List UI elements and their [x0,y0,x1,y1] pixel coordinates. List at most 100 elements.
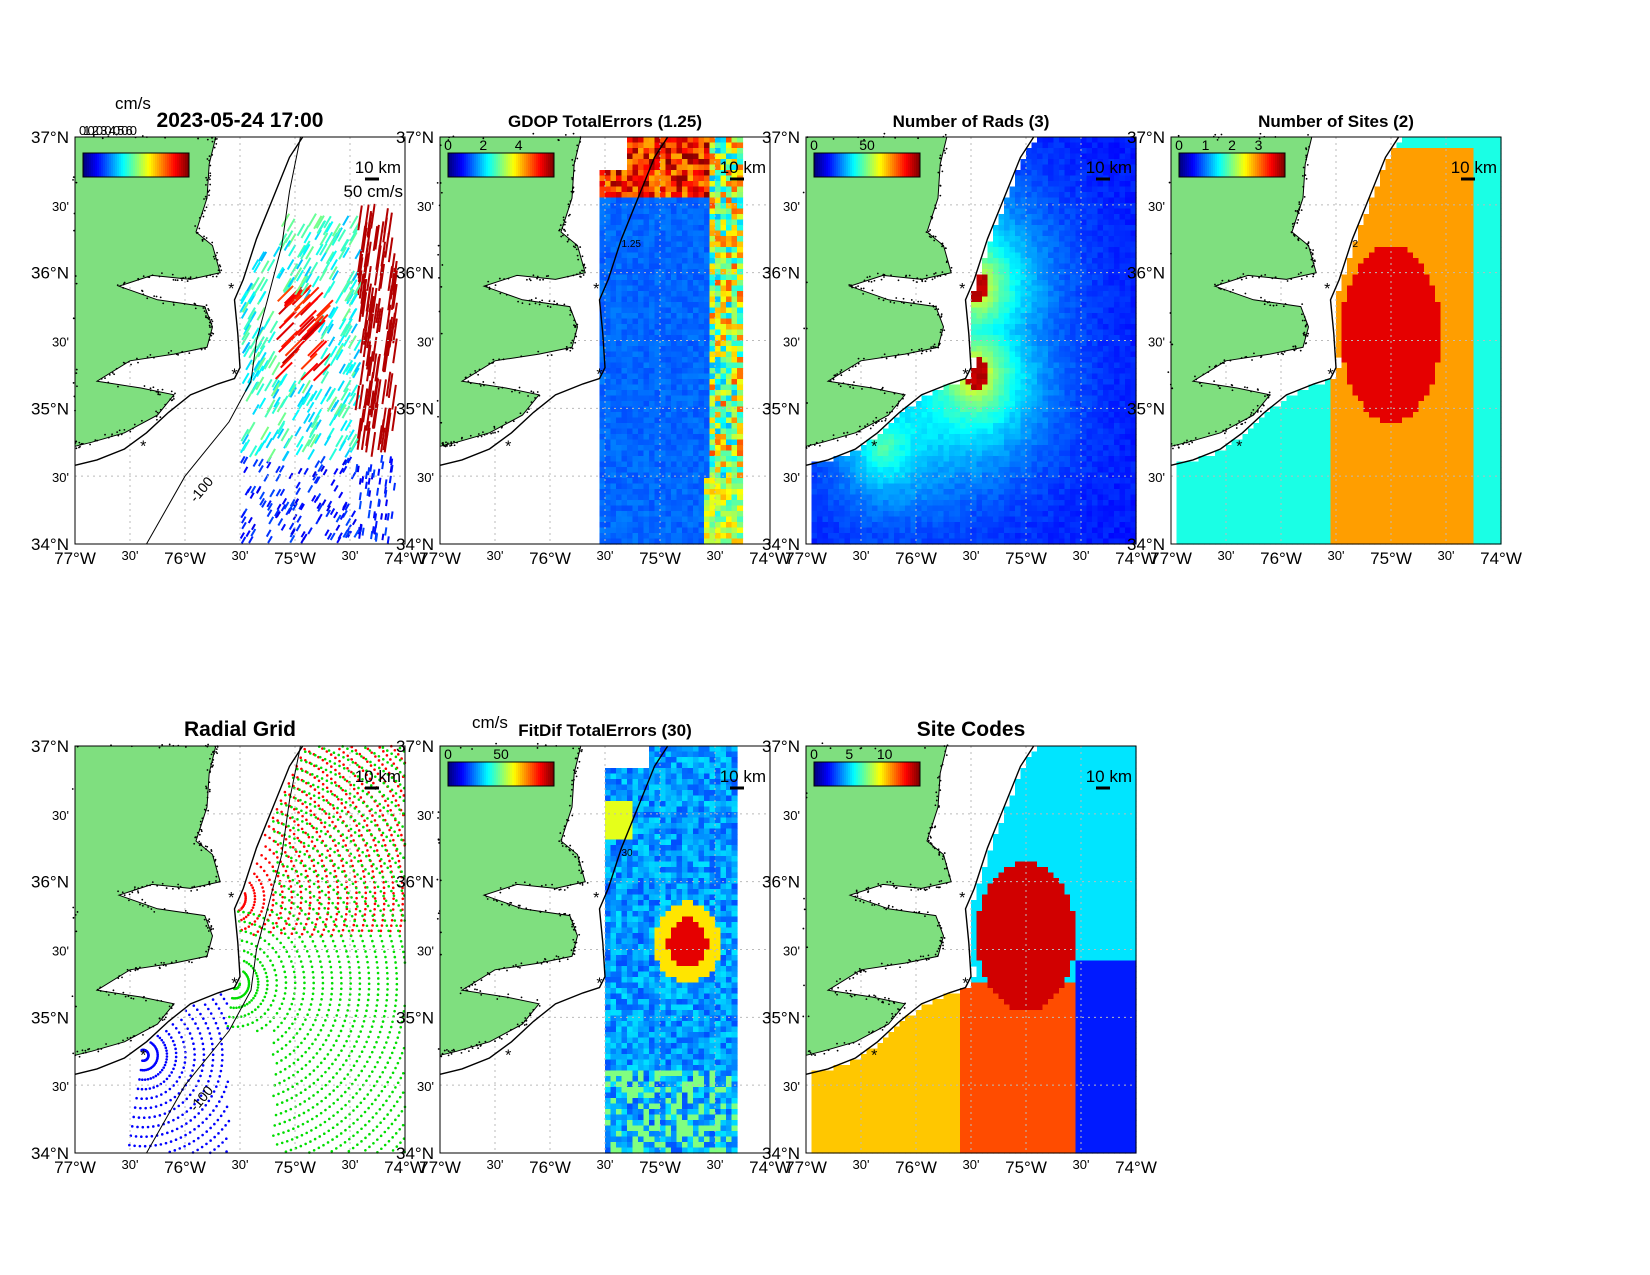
heatmap-cell [845,528,851,534]
coast-dot [182,277,184,279]
heatmap-cell [704,522,710,528]
coast-dot [577,255,579,257]
heatmap-cell [1043,275,1049,281]
coast-dot [204,310,206,312]
coast-dot [566,346,568,348]
heatmap-cell [644,236,650,242]
heatmap-cell [828,484,834,490]
heatmap-cell [688,198,694,204]
heatmap-cell [693,291,699,297]
heatmap-cell [638,297,644,303]
heatmap-cell [726,253,732,259]
heatmap-cell [982,390,988,396]
heatmap-cell [1010,330,1016,336]
coast-dot [470,382,472,384]
coast-dot [446,445,448,447]
heatmap-cell [839,484,845,490]
colorbar-segment [514,153,516,177]
heatmap-cell [1037,137,1043,143]
heatmap-cell [1043,225,1049,231]
heatmap-cell [1032,445,1038,451]
colorbar-segment [482,153,484,177]
heatmap-cell [644,456,650,462]
heatmap-cell [1054,522,1060,528]
heatmap-cell [883,517,889,523]
heatmap-cell [732,495,738,501]
heatmap-cell [1048,247,1054,253]
coast-dot [506,294,508,296]
heatmap-cell [900,467,906,473]
heatmap-cell [616,341,622,347]
heatmap-cell [622,313,628,319]
heatmap-cell [993,506,999,512]
coast-dot [492,362,494,364]
heatmap-cell [644,330,650,336]
heatmap-cell [721,374,727,380]
heatmap-cell [1043,214,1049,220]
heatmap-cell [900,418,906,424]
coast-dot [217,259,219,261]
heatmap-cell [1032,467,1038,473]
heatmap-cell [666,434,672,440]
heatmap-cell [977,396,983,402]
heatmap-cell [616,473,622,479]
heatmap-cell [1015,225,1021,231]
heatmap-cell [1043,385,1049,391]
heatmap-cell [1010,258,1016,264]
heatmap-cell [649,203,655,209]
heatmap-cell [1065,214,1071,220]
heatmap-cell [710,346,716,352]
colorbar-segment [466,153,468,177]
coast-dot [141,420,143,422]
heatmap-cell [666,478,672,484]
heatmap-cell [682,390,688,396]
heatmap-cell [611,511,617,517]
heatmap-cell [933,390,939,396]
heatmap-cell [927,451,933,457]
heatmap-cell [845,517,851,523]
heatmap-cell [1026,225,1032,231]
heatmap-cell [616,214,622,220]
heatmap-cell [883,489,889,495]
heatmap-cell [977,440,983,446]
heatmap-cell [1026,236,1032,242]
heatmap-cell [633,511,639,517]
heatmap-cell [1026,506,1032,512]
heatmap-cell [611,495,617,501]
heatmap-cell [638,341,644,347]
coast-dot [196,232,198,234]
heatmap-cell [960,396,966,402]
heatmap-cell [1037,368,1043,374]
heatmap-cell [823,511,829,517]
heatmap-cell [1043,346,1049,352]
colorbar-segment [179,153,181,177]
heatmap-cell [721,462,727,468]
heatmap-cell [693,390,699,396]
heatmap-cell [1065,412,1071,418]
heatmap-cell [1021,478,1027,484]
heatmap-cell [737,198,743,204]
heatmap-cell [633,484,639,490]
heatmap-cell [999,473,1005,479]
heatmap-cell [677,451,683,457]
heatmap-cell [732,192,738,198]
heatmap-cell [737,143,743,149]
heatmap-cell [737,522,743,528]
heatmap-cell [1043,242,1049,248]
heatmap-cell [938,478,944,484]
coast-dot [207,191,209,193]
heatmap-cell [1043,286,1049,292]
heatmap-cell [699,242,705,248]
current-vector [358,466,359,472]
coast-dot [175,279,177,281]
heatmap-cell [1032,407,1038,413]
heatmap-cell [715,319,721,325]
coast-dot [89,444,91,446]
heatmap-cell [1059,297,1065,303]
heatmap-cell [1054,313,1060,319]
heatmap-cell [1048,319,1054,325]
heatmap-cell [971,341,977,347]
heatmap-cell [721,247,727,253]
colorbar-segment [500,153,502,177]
colorbar-segment [123,153,125,177]
